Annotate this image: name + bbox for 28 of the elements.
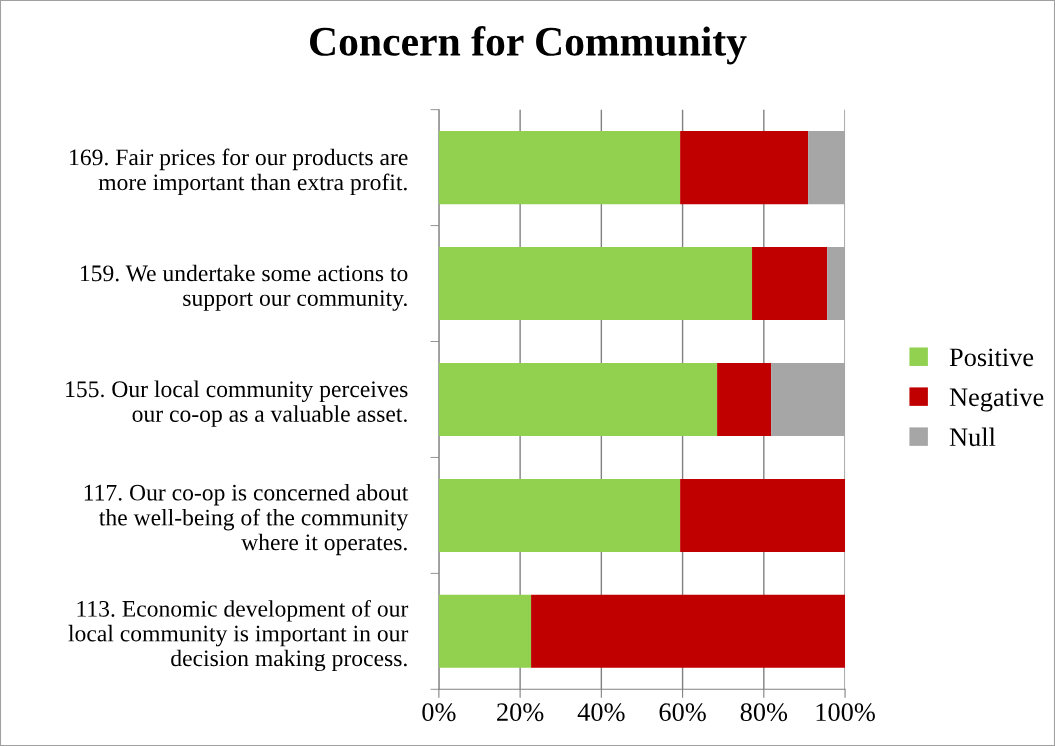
bar (752, 247, 828, 321)
x-tick-label: 100% (816, 703, 875, 722)
chart-title: Concern for Community (310, 26, 747, 65)
bar (438, 247, 753, 321)
bar (438, 594, 532, 668)
y-tick-label: 113. Economic development of our local community is important in our decision making process. (68, 599, 409, 672)
x-tick-label: 80% (740, 703, 788, 722)
bar (531, 594, 846, 668)
bar (680, 131, 809, 205)
x-tick-label: 20% (497, 703, 544, 722)
y-tick-label: 159. We undertake some actions to support our community. (80, 264, 408, 311)
legend-label: Positive (949, 348, 1034, 367)
legend-label: Null (949, 427, 996, 447)
bar (438, 478, 681, 552)
bar (680, 478, 846, 552)
x-tick-label: 40% (577, 703, 625, 722)
x-tick-label: 60% (659, 703, 706, 722)
bar (438, 362, 718, 436)
y-tick-label: 155. Our local community perceives our co-op as a valuable asset. (66, 380, 408, 427)
bar (717, 362, 772, 436)
bar (438, 131, 681, 205)
y-tick-label: 117. Our co-op is concerned about the well-being of the community where it operates. (84, 483, 409, 556)
x-tick-label: 0% (422, 703, 456, 722)
bar (771, 362, 846, 436)
bar (808, 131, 846, 205)
bar (827, 247, 846, 321)
legend-label: Negative (949, 388, 1044, 412)
y-tick-label: 169. Fair prices for our products are more important than extra profit. (70, 148, 408, 196)
